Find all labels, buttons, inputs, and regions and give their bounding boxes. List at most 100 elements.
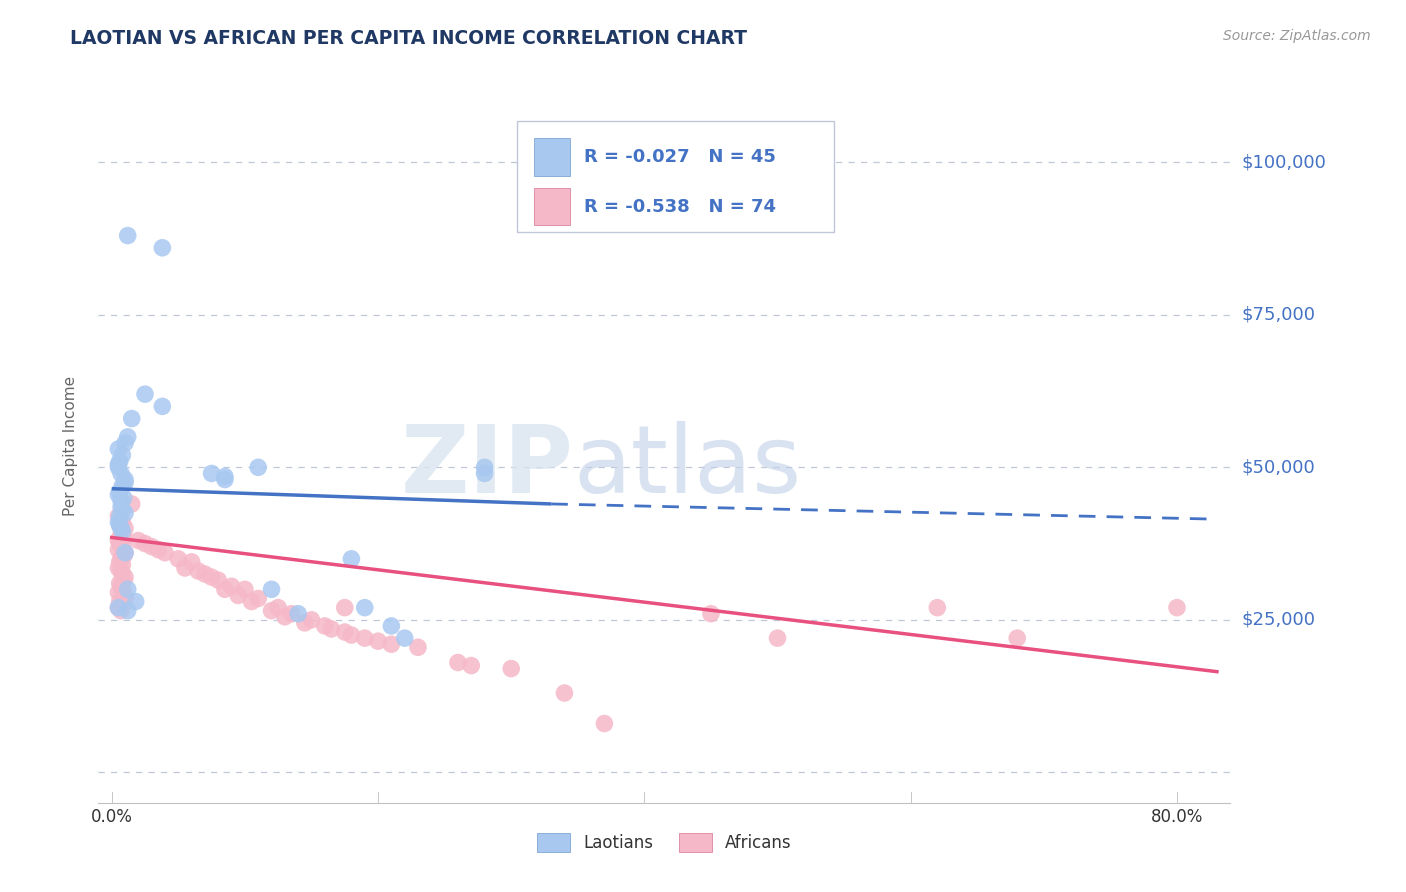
Point [117,228,139,243]
Point [111,515,134,529]
Point [107,600,129,615]
Point [112,549,135,563]
Point [150,400,173,414]
Point [474,460,496,475]
FancyBboxPatch shape [534,138,571,176]
Text: $25,000: $25,000 [1241,611,1316,629]
Point [394,631,416,645]
Point [340,551,363,566]
Point [240,594,263,608]
Point [114,473,136,487]
Point [111,567,134,582]
Point [111,598,134,612]
Point [201,467,224,481]
Text: $100,000: $100,000 [1241,153,1326,171]
Point [111,558,134,572]
Point [111,503,134,517]
Point [353,631,375,645]
Point [406,640,429,655]
Text: R = -0.027   N = 45: R = -0.027 N = 45 [583,148,776,166]
Point [700,607,723,621]
FancyBboxPatch shape [534,188,571,226]
Point [447,656,470,670]
Text: atlas: atlas [574,421,801,514]
Point [110,467,132,481]
Point [214,473,236,487]
Point [111,524,134,539]
Point [280,607,302,621]
Point [180,555,202,569]
Point [167,551,190,566]
Point [114,546,136,560]
Text: LAOTIAN VS AFRICAN PER CAPITA INCOME CORRELATION CHART: LAOTIAN VS AFRICAN PER CAPITA INCOME COR… [70,29,748,47]
Point [108,484,131,499]
Point [112,531,135,545]
Point [108,594,131,608]
Point [294,615,316,630]
Point [474,467,496,481]
Point [226,589,249,603]
Point [107,533,129,548]
Point [287,607,309,621]
Point [108,454,131,468]
Point [267,600,290,615]
Point [110,579,132,593]
Point [501,662,523,676]
Point [114,570,136,584]
Point [110,494,132,508]
Legend: Laotians, Africans: Laotians, Africans [530,826,799,859]
Text: $75,000: $75,000 [1241,306,1316,324]
Point [207,573,229,587]
Point [114,591,136,606]
Point [110,604,132,618]
Point [107,509,129,524]
Point [134,387,156,401]
Point [110,564,132,578]
Text: ZIP: ZIP [401,421,574,514]
Y-axis label: Per Capita Income: Per Capita Income [63,376,77,516]
Point [260,582,283,597]
Point [108,555,131,569]
Point [247,591,270,606]
Point [114,546,136,560]
Point [340,628,363,642]
Point [214,469,236,483]
Point [221,579,243,593]
Text: R = -0.538   N = 74: R = -0.538 N = 74 [583,198,776,216]
Point [367,634,389,648]
Point [593,716,616,731]
FancyBboxPatch shape [517,121,834,232]
Point [108,576,131,591]
Point [247,460,270,475]
Point [927,600,949,615]
Point [114,475,136,490]
Point [114,506,136,520]
Point [111,478,134,492]
Point [107,442,129,456]
Point [107,561,129,575]
Point [108,536,131,550]
Point [127,533,149,548]
Point [274,609,297,624]
Point [108,518,131,533]
Point [107,458,129,472]
Point [233,582,256,597]
Point [117,430,139,444]
Point [108,509,131,524]
Point [333,600,356,615]
Point [110,551,132,566]
Point [148,542,170,557]
Point [107,460,129,475]
Point [150,241,173,255]
Point [187,564,209,578]
Point [107,585,129,599]
Point [117,582,139,597]
Point [553,686,575,700]
Point [201,570,224,584]
Point [107,515,129,529]
Point [353,600,375,615]
Point [1166,600,1188,615]
Point [380,637,402,651]
Point [110,500,132,514]
Point [1005,631,1028,645]
